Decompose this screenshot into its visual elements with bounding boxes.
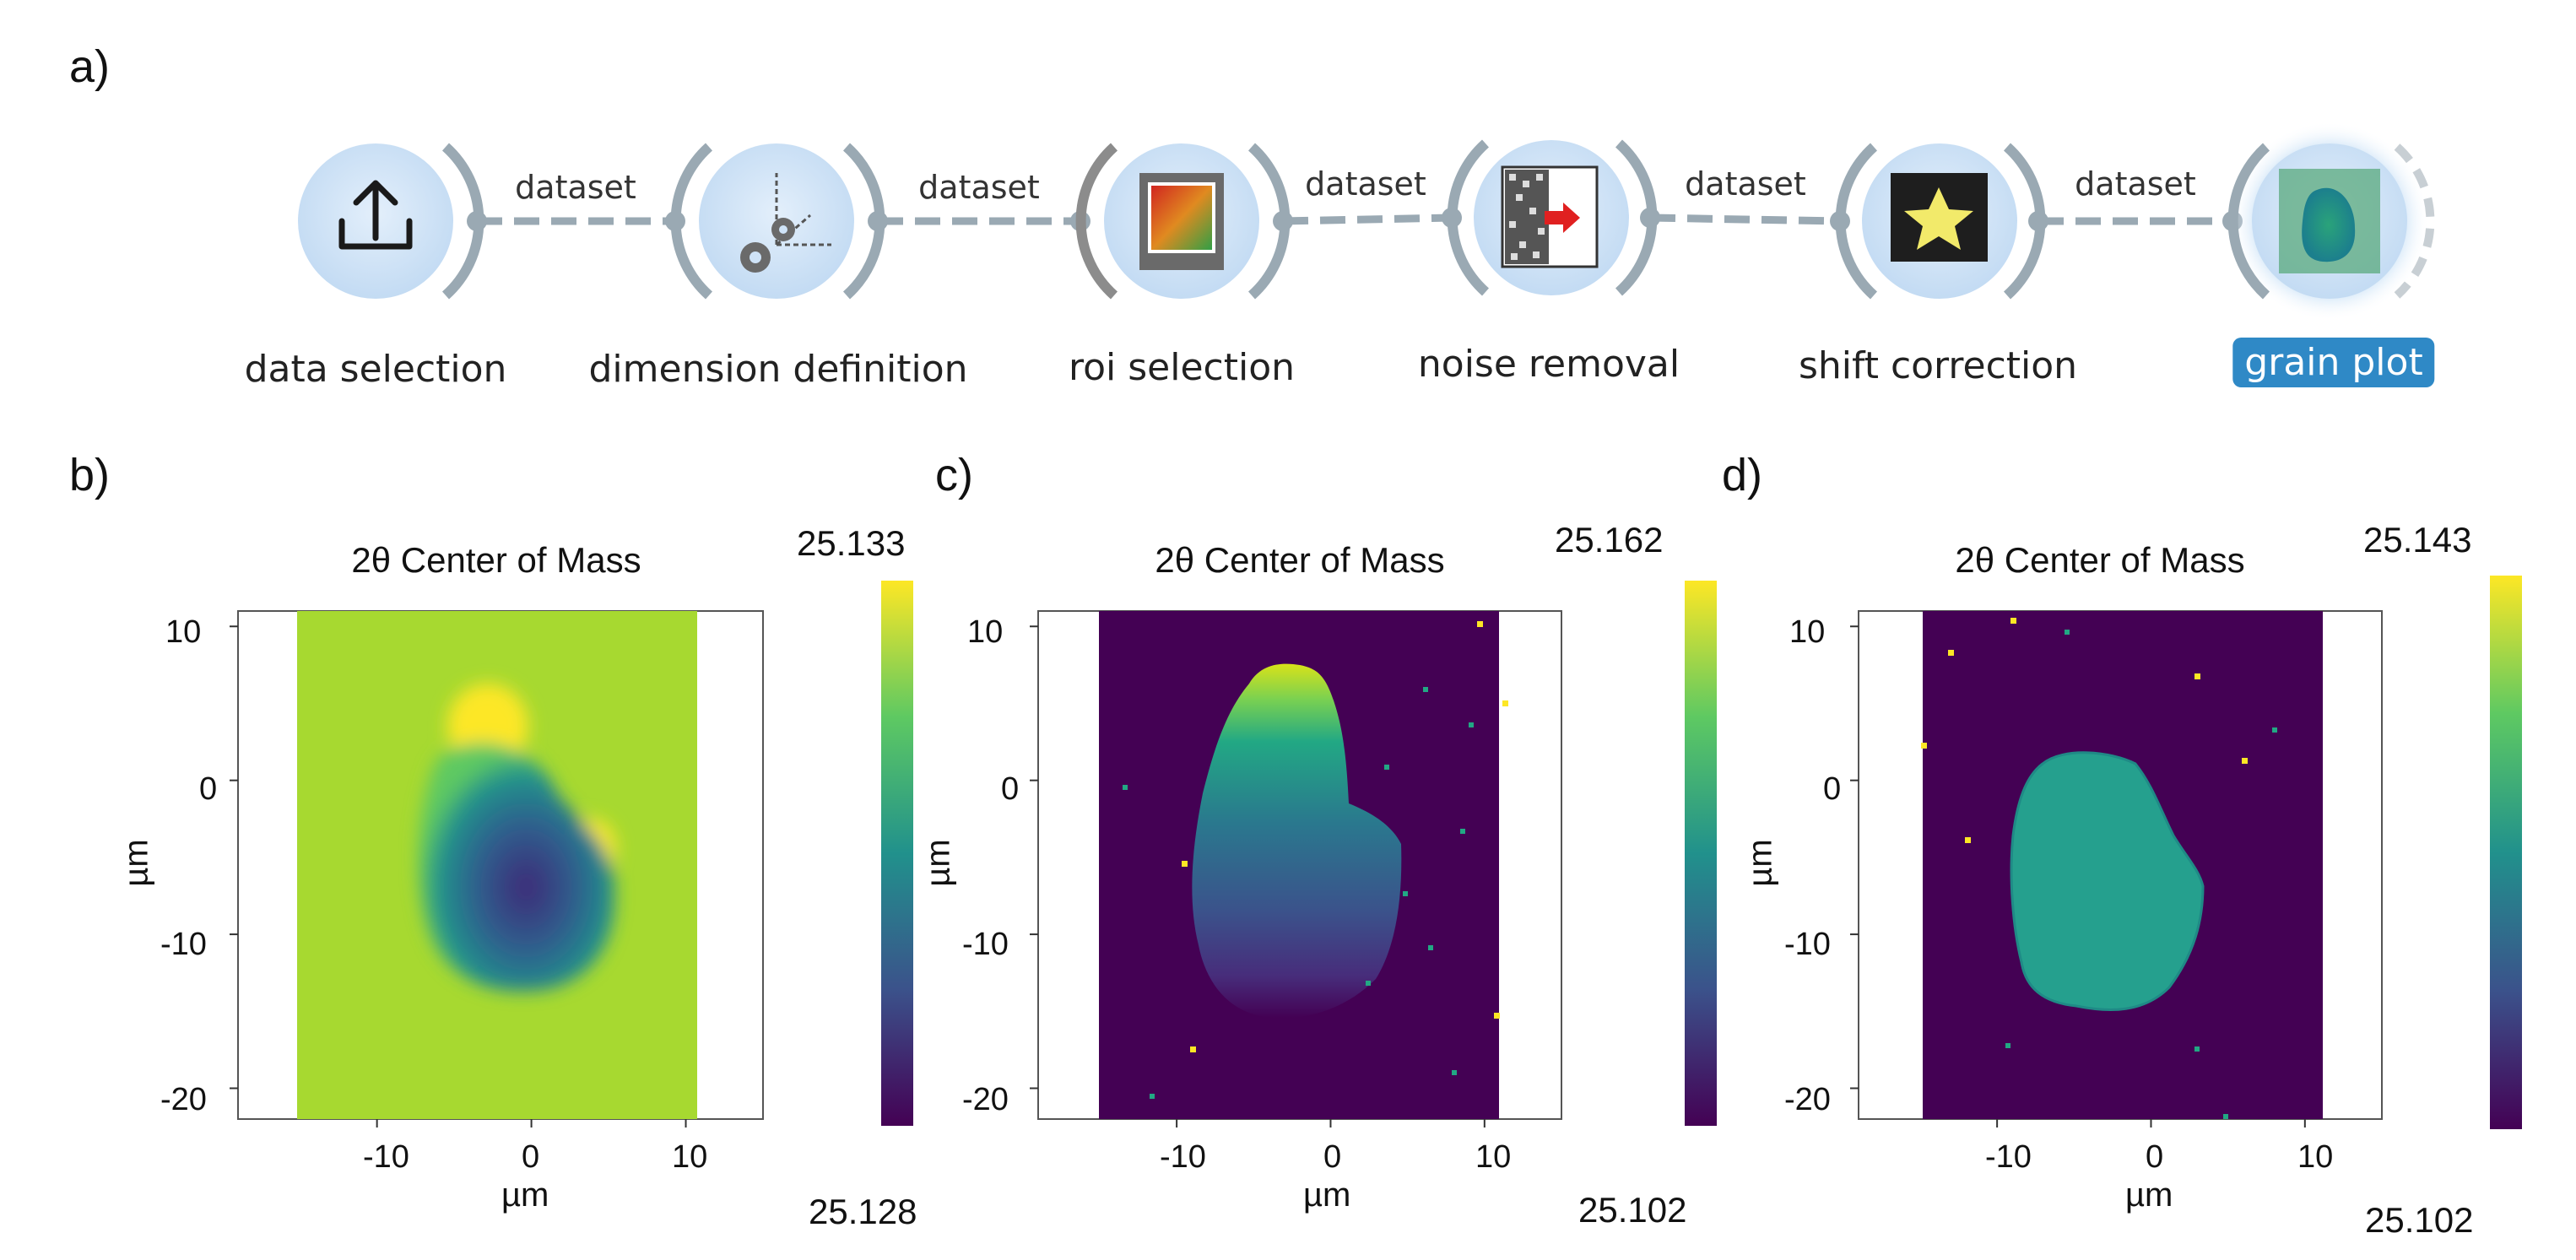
panel-d-xlabel: µm bbox=[2125, 1176, 2173, 1214]
node-roi-selection[interactable] bbox=[1075, 143, 1291, 300]
panel-b-xlabel: µm bbox=[501, 1176, 549, 1214]
panel-d-yellow-specks bbox=[1921, 618, 2248, 843]
panel-d-ytick-3: -10 bbox=[1784, 927, 1831, 962]
node-label-noise-removal: noise removal bbox=[1417, 343, 1680, 386]
panel-d-xtick-3: 10 bbox=[2297, 1139, 2334, 1175]
panel-label-d: d) bbox=[1722, 450, 1763, 500]
noise-filter-icon bbox=[1501, 165, 1599, 268]
node-grain-plot[interactable] bbox=[2227, 122, 2435, 321]
panel-d-xtick-1: -10 bbox=[1985, 1139, 2032, 1175]
panel-b-xtick-2: 0 bbox=[522, 1139, 540, 1175]
panel-b-ytick-4: -20 bbox=[160, 1082, 207, 1117]
panel-c-xtick-1: -10 bbox=[1160, 1139, 1206, 1175]
connector-5[interactable] bbox=[2028, 211, 2243, 231]
node-label-roi-selection: roi selection bbox=[1068, 346, 1296, 389]
node-shift-correction[interactable] bbox=[1835, 143, 2046, 300]
panel-d-noise-specks bbox=[2005, 630, 2277, 1119]
panel-b-ytick-2: 0 bbox=[199, 771, 218, 807]
panel-label-a: a) bbox=[69, 41, 111, 92]
panel-c-colorbar bbox=[1685, 581, 1717, 1126]
node-dimension-definition[interactable] bbox=[670, 143, 885, 300]
panel-c-grain bbox=[1192, 663, 1402, 1019]
panel-b: 2θ Center of Mass -10 bbox=[0, 473, 928, 1249]
panel-d-grain bbox=[2010, 751, 2205, 1012]
connector-1[interactable] bbox=[467, 211, 685, 231]
panel-c-colorbar-max: 25.162 bbox=[1555, 520, 1664, 560]
panel-d-colorbar bbox=[2490, 576, 2522, 1129]
panel-label-b: b) bbox=[69, 450, 111, 500]
panel-b-ytick-3: -10 bbox=[160, 927, 207, 962]
node-label-shift-correction: shift correction bbox=[1798, 344, 2078, 387]
node-label-dimension-definition: dimension definition bbox=[588, 348, 968, 391]
panel-b-colorbar-max: 25.133 bbox=[797, 523, 906, 563]
panel-d-ytick-2: 0 bbox=[1823, 771, 1842, 807]
panel-c-title: 2θ Center of Mass bbox=[1155, 540, 1445, 580]
panel-d-heatmap bbox=[1850, 576, 2522, 1129]
link-label-3: dataset bbox=[1305, 165, 1426, 203]
panel-c-ytick-2: 0 bbox=[1001, 771, 1020, 807]
panel-d-ylabel: µm bbox=[1741, 839, 1779, 887]
panel-d: 2θ Center of Mass -10 0 10 10 0 -10 -20 … bbox=[1604, 473, 2532, 1249]
panel-b-ytick-1: 10 bbox=[165, 614, 202, 650]
node-noise-removal[interactable] bbox=[1447, 139, 1658, 296]
panel-c-xtick-3: 10 bbox=[1475, 1139, 1512, 1175]
connector-3[interactable] bbox=[1273, 208, 1462, 231]
link-label-2: dataset bbox=[918, 169, 1040, 206]
panel-b-grain bbox=[418, 743, 615, 992]
panel-c-yellow-specks bbox=[1182, 621, 1508, 1052]
node-label-data-selection: data selection bbox=[244, 348, 507, 391]
panel-label-c: c) bbox=[935, 450, 973, 500]
panel-c-xtick-2: 0 bbox=[1323, 1139, 1342, 1175]
workflow-diagram bbox=[298, 122, 2435, 321]
panel-d-title: 2θ Center of Mass bbox=[1955, 540, 2245, 580]
panel-d-ytick-1: 10 bbox=[1789, 614, 1826, 650]
panel-b-title: 2θ Center of Mass bbox=[351, 540, 641, 580]
node-data-selection[interactable] bbox=[298, 143, 484, 300]
upload-icon bbox=[338, 180, 413, 250]
panel-b-ylabel: µm bbox=[117, 839, 155, 887]
link-label-4: dataset bbox=[1685, 165, 1806, 203]
panel-d-colorbar-max: 25.143 bbox=[2363, 520, 2472, 560]
link-label-1: dataset bbox=[515, 169, 636, 206]
panel-d-ytick-4: -20 bbox=[1784, 1082, 1831, 1117]
link-label-5: dataset bbox=[2075, 165, 2196, 203]
panel-b-heatmap bbox=[230, 581, 913, 1128]
connector-4[interactable] bbox=[1640, 208, 1850, 231]
panel-c-ytick-1: 10 bbox=[967, 614, 1004, 650]
panel-c-heatmap bbox=[1030, 581, 1717, 1128]
grain-map-icon bbox=[2279, 169, 2380, 273]
node-label-grain-plot[interactable]: grain plot bbox=[2232, 338, 2435, 387]
star-shift-icon bbox=[1891, 173, 1988, 262]
panel-c-ytick-3: -10 bbox=[962, 927, 1009, 962]
panel-b-xtick-3: 10 bbox=[672, 1139, 708, 1175]
roi-image-icon bbox=[1139, 173, 1224, 270]
panel-b-xtick-1: -10 bbox=[363, 1139, 409, 1175]
panel-b-colorbar bbox=[881, 581, 913, 1126]
panel-d-xtick-2: 0 bbox=[2146, 1139, 2164, 1175]
panel-c: 2θ Center of Mass bbox=[802, 473, 1730, 1249]
panel-c-ylabel: µm bbox=[919, 839, 957, 887]
panel-c-xlabel: µm bbox=[1303, 1176, 1351, 1214]
gears-axes-icon bbox=[740, 173, 831, 273]
panel-c-colorbar-min: 25.102 bbox=[1578, 1190, 1687, 1230]
panel-c-ytick-4: -20 bbox=[962, 1082, 1009, 1117]
connector-2[interactable] bbox=[868, 211, 1090, 231]
panel-b-colorbar-min: 25.128 bbox=[809, 1192, 917, 1231]
panel-c-noise-specks bbox=[1123, 687, 1474, 1099]
panel-d-colorbar-min: 25.102 bbox=[2365, 1200, 2474, 1240]
